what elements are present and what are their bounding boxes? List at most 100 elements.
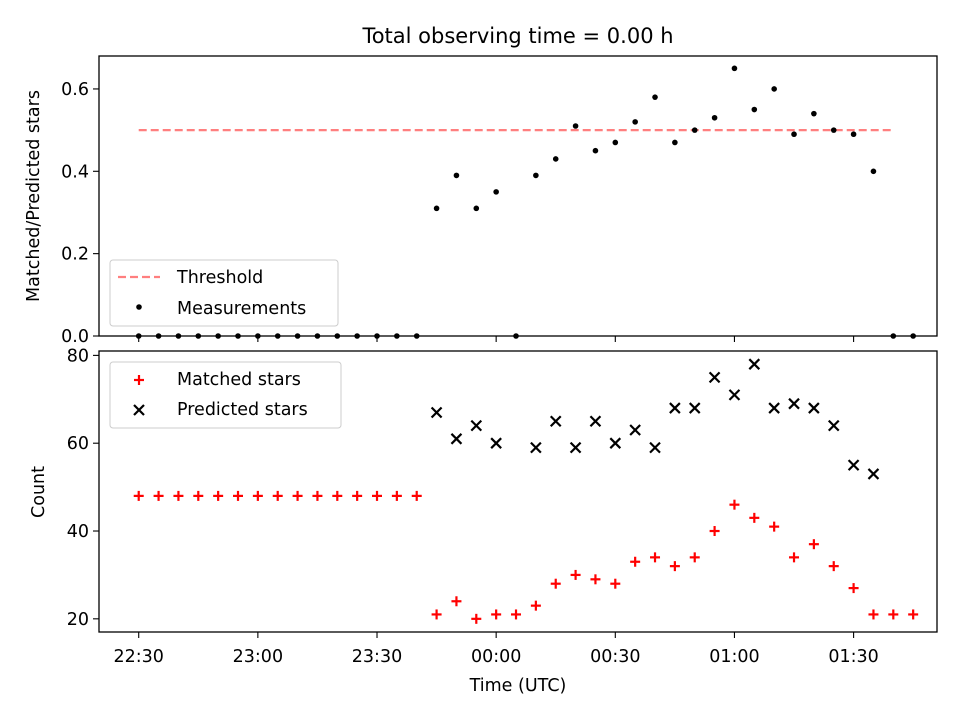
legend-predicted-x bbox=[133, 404, 145, 416]
matched-star-point bbox=[213, 490, 224, 501]
measurement-point bbox=[533, 172, 539, 179]
matched-star-point bbox=[709, 526, 720, 537]
legend-measurements-label: Measurements bbox=[177, 299, 306, 319]
bottom-y-tick-label: 20 bbox=[67, 610, 89, 630]
measurement-point bbox=[513, 333, 519, 339]
top-y-ticks: 0.0 0.2 0.4 0.6 bbox=[61, 80, 99, 347]
predicted-star-point bbox=[768, 402, 780, 414]
x-tick-label: 22:30 bbox=[113, 647, 163, 667]
matched-star-point bbox=[411, 490, 422, 501]
x-tick-label: 00:30 bbox=[590, 647, 640, 667]
bottom-y-axis-label: Count bbox=[29, 466, 49, 518]
x-tick-label: 01:30 bbox=[828, 647, 878, 667]
measurement-point bbox=[155, 333, 162, 339]
measurement-point bbox=[394, 333, 400, 339]
top-legend-frame bbox=[109, 259, 339, 327]
predicted-star-point bbox=[569, 441, 582, 454]
bottom-legend: Matched stars Predicted stars bbox=[109, 361, 342, 429]
top-y-tick-label: 0.2 bbox=[61, 245, 89, 265]
bottom-y-tick-label: 60 bbox=[67, 434, 89, 454]
matched-star-point bbox=[451, 596, 462, 607]
matched-star-point bbox=[511, 609, 522, 620]
predicted-star-point bbox=[430, 406, 443, 419]
measurement-point bbox=[473, 205, 480, 212]
predicted-star-point bbox=[450, 433, 463, 445]
measurement-point bbox=[811, 110, 817, 117]
matched-star-point bbox=[431, 609, 442, 620]
measurement-point bbox=[731, 65, 738, 72]
top-y-tick-label: 0.6 bbox=[61, 80, 89, 100]
bottom-legend-frame bbox=[109, 361, 342, 429]
x-tick-label: 23:00 bbox=[233, 647, 283, 667]
matched-star-point bbox=[590, 574, 601, 585]
matched-star-point bbox=[868, 609, 879, 620]
bottom-x-ticks: 22:30 23:00 23:30 00:00 00:30 01:00 01:30 bbox=[113, 632, 879, 667]
legend-matched-plus bbox=[134, 375, 144, 385]
measurement-point bbox=[572, 123, 579, 129]
measurement-point bbox=[255, 333, 261, 339]
legend-measurements-marker bbox=[136, 304, 142, 310]
top-y-tick-label: 0.4 bbox=[61, 162, 89, 182]
matched-star-point bbox=[272, 490, 283, 501]
top-panel: 0.0 0.2 0.4 0.6 Matched/Predicted stars Thr… bbox=[24, 55, 938, 347]
top-y-tick-label: 0.0 bbox=[61, 327, 89, 347]
predicted-star-point bbox=[669, 402, 681, 414]
predicted-star-point bbox=[688, 402, 701, 414]
measurement-point bbox=[711, 114, 718, 121]
matched-star-point bbox=[789, 552, 800, 563]
measurement-point bbox=[910, 333, 916, 339]
legend-predicted-label: Predicted stars bbox=[177, 400, 308, 420]
matched-star-point bbox=[610, 578, 621, 589]
matched-star-point bbox=[828, 561, 839, 572]
measurement-point bbox=[334, 333, 341, 339]
predicted-star-point bbox=[609, 437, 622, 449]
predicted-star-point bbox=[649, 441, 661, 454]
bottom-y-tick-label: 40 bbox=[67, 522, 89, 542]
predicted-star-point bbox=[827, 419, 840, 432]
measurement-point bbox=[135, 333, 142, 339]
measurement-point bbox=[592, 147, 599, 154]
matched-star-point bbox=[908, 609, 919, 620]
matched-star-point bbox=[133, 490, 144, 501]
measurement-point bbox=[274, 333, 281, 339]
matched-star-point bbox=[848, 583, 859, 594]
matched-star-point bbox=[173, 490, 184, 501]
matched-star-point bbox=[252, 490, 263, 501]
measurement-point bbox=[374, 333, 380, 339]
measurement-point bbox=[175, 333, 182, 339]
predicted-star-point bbox=[629, 424, 641, 436]
matched-star-point bbox=[352, 490, 363, 501]
matched-star-point bbox=[650, 552, 661, 563]
measurement-point bbox=[850, 131, 857, 138]
measurement-points bbox=[135, 65, 916, 339]
bottom-panel: 20 40 60 80 22:30 23:00 23:30 00:00 00:30 01:00 0… bbox=[29, 346, 938, 696]
measurement-point bbox=[890, 333, 897, 339]
matched-star-point bbox=[233, 490, 244, 501]
measurement-point bbox=[751, 106, 758, 113]
matched-star-point bbox=[530, 600, 541, 611]
predicted-star-point bbox=[530, 441, 542, 454]
top-legend: Threshold Measurements bbox=[109, 259, 339, 327]
matched-star-point bbox=[312, 490, 323, 501]
measurement-point bbox=[552, 156, 559, 162]
measurement-point bbox=[433, 205, 440, 212]
measurement-point bbox=[652, 94, 658, 100]
measurement-point bbox=[215, 333, 221, 339]
measurement-point bbox=[195, 333, 202, 339]
top-x-ticks bbox=[138, 336, 855, 342]
predicted-star-point bbox=[808, 402, 820, 414]
predicted-star-point bbox=[728, 389, 741, 401]
legend-predicted-marker bbox=[133, 404, 145, 416]
measurement-point bbox=[771, 86, 777, 92]
matched-star-point bbox=[292, 490, 303, 501]
matched-star-point bbox=[491, 609, 502, 620]
measurement-point bbox=[294, 333, 301, 339]
predicted-star-point bbox=[490, 437, 502, 449]
count-points bbox=[133, 358, 919, 624]
predicted-star-point bbox=[470, 419, 483, 432]
measurement-point bbox=[672, 139, 678, 146]
matched-star-point bbox=[689, 552, 700, 563]
matched-star-point bbox=[193, 490, 204, 501]
measurement-point bbox=[791, 131, 797, 138]
matched-star-point bbox=[749, 512, 760, 523]
